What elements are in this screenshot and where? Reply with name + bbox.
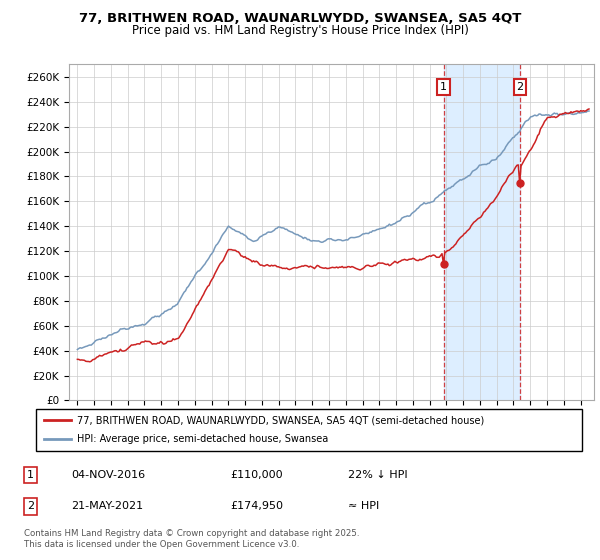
- Text: £174,950: £174,950: [230, 501, 283, 511]
- Text: ≈ HPI: ≈ HPI: [347, 501, 379, 511]
- Text: HPI: Average price, semi-detached house, Swansea: HPI: Average price, semi-detached house,…: [77, 435, 328, 445]
- Text: 04-NOV-2016: 04-NOV-2016: [71, 470, 146, 480]
- Text: 2: 2: [517, 82, 524, 92]
- Text: 22% ↓ HPI: 22% ↓ HPI: [347, 470, 407, 480]
- Bar: [444, 64, 520, 400]
- Text: 77, BRITHWEN ROAD, WAUNARLWYDD, SWANSEA, SA5 4QT (semi-detached house): 77, BRITHWEN ROAD, WAUNARLWYDD, SWANSEA,…: [77, 415, 484, 425]
- Text: Contains HM Land Registry data © Crown copyright and database right 2025.
This d: Contains HM Land Registry data © Crown c…: [24, 529, 359, 549]
- Text: 21-MAY-2021: 21-MAY-2021: [71, 501, 143, 511]
- Text: Price paid vs. HM Land Registry's House Price Index (HPI): Price paid vs. HM Land Registry's House …: [131, 24, 469, 37]
- Text: £110,000: £110,000: [230, 470, 283, 480]
- Text: 1: 1: [27, 470, 34, 480]
- Text: 2: 2: [27, 501, 34, 511]
- Text: 77, BRITHWEN ROAD, WAUNARLWYDD, SWANSEA, SA5 4QT: 77, BRITHWEN ROAD, WAUNARLWYDD, SWANSEA,…: [79, 12, 521, 25]
- Text: 1: 1: [440, 82, 447, 92]
